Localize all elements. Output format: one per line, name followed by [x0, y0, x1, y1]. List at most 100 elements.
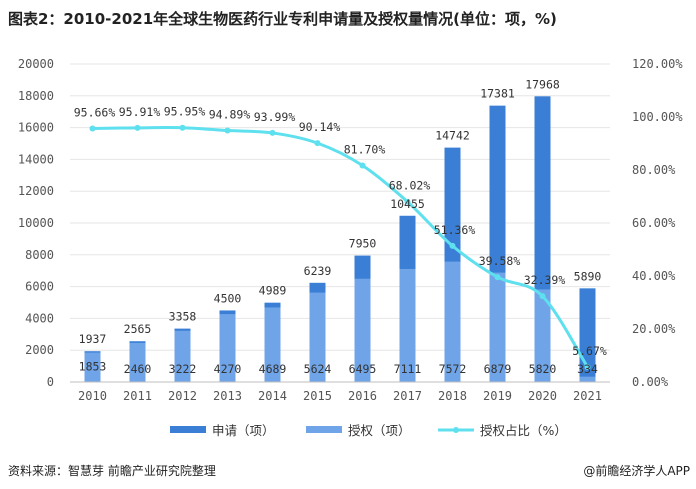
y-left-tick-label: 14000: [18, 152, 54, 166]
grant-value-label: 6495: [349, 362, 377, 376]
ratio-point: [179, 124, 186, 131]
grant-bars: [84, 261, 596, 382]
ratio-point: [89, 125, 96, 132]
legend-swatch: [170, 426, 206, 433]
ratio-value-label: 68.02%: [389, 179, 431, 193]
y-left-tick-label: 8000: [25, 248, 54, 262]
grant-value-label: 6879: [484, 362, 512, 376]
application-value-label: 7950: [349, 237, 377, 251]
application-value-label: 2565: [124, 322, 152, 336]
y-right-tick-label: 20.00%: [632, 322, 676, 336]
grant-value-label: 5624: [304, 362, 332, 376]
y-left-tick-label: 4000: [25, 311, 54, 325]
y-right-tick-label: 0.00%: [632, 375, 669, 389]
source-note: 资料来源：智慧芽 前瞻产业研究院整理: [8, 464, 216, 478]
brand-note: @前瞻经济学人APP: [583, 464, 690, 478]
legend-label: 授权（项）: [348, 423, 411, 438]
bar-grants: [399, 268, 416, 382]
x-tick-label: 2021: [573, 389, 602, 403]
ratio-value-label: 90.14%: [299, 120, 341, 134]
ratio-value-label: 93.99%: [254, 110, 296, 124]
ratio-value-label: 95.66%: [74, 106, 116, 120]
ratio-value-label: 32.39%: [524, 273, 566, 287]
bar-grants: [174, 330, 191, 382]
application-value-label: 6239: [304, 264, 332, 278]
y-left-tick-label: 0: [47, 375, 54, 389]
y-left-tick-label: 16000: [18, 121, 54, 135]
x-tick-label: 2013: [213, 389, 242, 403]
ratio-point: [359, 162, 366, 169]
bar-grants: [264, 307, 281, 382]
grant-value-label: 4270: [214, 362, 242, 376]
grant-value-label: 2460: [124, 362, 152, 376]
application-value-label: 3358: [169, 310, 197, 324]
grant-value-label: 7111: [394, 362, 422, 376]
grant-value-label: 5820: [529, 362, 557, 376]
legend-marker: [453, 427, 459, 433]
application-value-label: 1937: [79, 332, 107, 346]
left-y-axis: 0 2000 4000 6000 8000 10000 12000 14000 16000 180…: [18, 57, 54, 389]
grant-value-label: 3222: [169, 362, 197, 376]
gridlines: [70, 63, 610, 351]
bar-grants: [579, 376, 596, 382]
bar-grants: [534, 289, 551, 382]
ratio-value-label: 39.58%: [479, 254, 521, 268]
application-value-label: 5890: [574, 269, 602, 283]
bar-grants: [309, 292, 326, 382]
application-value-label: 17968: [525, 77, 560, 91]
ratio-point: [134, 124, 141, 131]
x-axis: 2010 2011 2012 2013 2014 2015 2016 2017 2018 2019…: [70, 381, 610, 403]
ratio-value-label: 95.91%: [119, 105, 161, 119]
x-tick-label: 2011: [123, 389, 152, 403]
x-tick-label: 2020: [528, 389, 557, 403]
y-left-tick-label: 10000: [18, 216, 54, 230]
legend-label: 申请（项）: [212, 423, 275, 438]
y-right-tick-label: 100.00%: [632, 110, 683, 124]
x-tick-label: 2014: [258, 389, 287, 403]
ratio-value-label: 94.89%: [209, 108, 251, 122]
x-tick-label: 2012: [168, 389, 197, 403]
ratio-point: [494, 274, 501, 281]
y-left-tick-label: 2000: [25, 343, 54, 357]
legend-swatch: [306, 426, 342, 433]
ratio-point: [404, 198, 411, 205]
y-right-tick-label: 40.00%: [632, 269, 676, 283]
y-left-tick-label: 6000: [25, 280, 54, 294]
application-value-label: 17381: [480, 87, 515, 101]
ratio-value-label: 51.36%: [434, 223, 476, 237]
ratio-point: [269, 129, 276, 136]
legend: 申请（项） 授权（项） 授权占比（%）: [170, 423, 567, 438]
grant-value-label: 334: [577, 362, 598, 376]
combo-chart: 0 2000 4000 6000 8000 10000 12000 14000 16000 180…: [18, 57, 683, 438]
ratio-value-label: 95.95%: [164, 105, 206, 119]
application-value-label: 4989: [259, 284, 287, 298]
chart-title: 图表2：2010-2021年全球生物医药行业专利申请量及授权量情况(单位：项，%…: [8, 10, 557, 28]
x-tick-label: 2016: [348, 389, 377, 403]
ratio-value-label: 5.67%: [572, 344, 607, 358]
application-value-label: 10455: [390, 197, 425, 211]
y-left-tick-label: 20000: [18, 57, 54, 71]
ratio-point: [584, 363, 591, 370]
bar-grants: [84, 352, 101, 382]
ratio-point: [224, 127, 231, 134]
ratio-value-label: 81.70%: [344, 142, 386, 156]
y-left-tick-label: 18000: [18, 89, 54, 103]
x-tick-label: 2010: [78, 389, 107, 403]
y-right-tick-label: 60.00%: [632, 216, 676, 230]
bar-grants: [129, 342, 146, 382]
ratio-point: [449, 242, 456, 249]
bar-grants: [219, 314, 236, 382]
ratio-line: [92, 126, 589, 368]
y-left-tick-label: 12000: [18, 184, 54, 198]
application-value-label: 14742: [435, 129, 470, 143]
y-right-tick-label: 120.00%: [632, 57, 683, 71]
right-y-axis: 0.00% 20.00% 40.00% 60.00% 80.00% 100.00% 120.…: [632, 57, 683, 389]
x-tick-label: 2017: [393, 389, 422, 403]
bar-grants: [489, 272, 506, 382]
application-value-label: 4500: [214, 291, 242, 305]
data-labels: 1937 1853 2565 2460 3358 3222 4500 4270 4989 4689…: [74, 77, 607, 376]
bar-grants: [354, 278, 371, 382]
ratio-point: [314, 140, 321, 147]
x-tick-label: 2018: [438, 389, 467, 403]
x-tick-label: 2015: [303, 389, 332, 403]
